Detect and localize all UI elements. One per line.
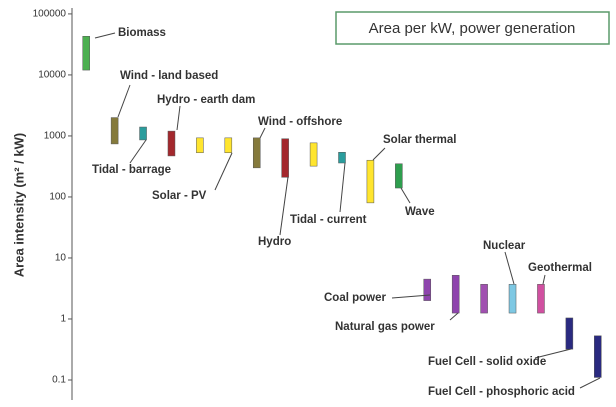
bar — [82, 36, 90, 71]
leader-line — [372, 147, 386, 161]
y-tick-label: 10000 — [38, 70, 66, 81]
bar — [167, 130, 176, 157]
leader-line — [129, 139, 147, 164]
category-label: Wind - offshore — [258, 116, 342, 128]
bar — [281, 138, 289, 178]
bar — [451, 275, 460, 314]
category-label: Coal power — [324, 292, 387, 304]
y-tick-label: 0.1 — [52, 375, 66, 386]
category-label: Natural gas power — [335, 321, 435, 333]
bar — [252, 137, 261, 169]
bar — [139, 126, 147, 141]
leader-line — [214, 152, 233, 191]
category-label: Geothermal — [528, 262, 592, 274]
category-label: Solar thermal — [383, 134, 457, 146]
category-label: Nuclear — [483, 240, 526, 252]
bar — [338, 152, 346, 164]
leader-line — [259, 127, 266, 139]
y-tick-label: 10 — [55, 253, 67, 264]
bar — [395, 163, 403, 189]
category-label: Solar - PV — [152, 190, 207, 202]
category-label: Wind - land based — [120, 70, 218, 82]
leader-line — [534, 348, 572, 359]
category-label: Tidal - barrage — [92, 164, 171, 176]
bar — [565, 317, 574, 350]
bar — [366, 159, 375, 204]
leader-line — [542, 274, 546, 285]
leader-line — [94, 32, 116, 39]
y-tick-label: 1 — [60, 314, 66, 325]
bar — [309, 142, 318, 167]
bar — [594, 335, 602, 378]
title-box — [335, 11, 610, 45]
leader-line — [449, 312, 459, 321]
category-label: Wave — [405, 206, 435, 218]
category-label: Hydro - earth dam — [157, 94, 255, 106]
y-tick-label: 100 — [49, 192, 66, 203]
leader-line — [504, 251, 515, 285]
bar — [423, 278, 432, 301]
category-label: Hydro — [258, 236, 291, 248]
y-axis-label: Area intensity (m² / kW) — [11, 133, 26, 277]
category-label: Fuel Cell - solid oxide — [428, 356, 546, 368]
y-tick-label: 1000 — [44, 131, 67, 142]
leader-line — [176, 105, 181, 131]
chart-title: Area per kW, power generation — [369, 20, 576, 37]
bar — [110, 117, 119, 145]
y-tick-label: 100000 — [33, 9, 67, 20]
category-label: Tidal - current — [290, 214, 367, 226]
bar — [224, 137, 233, 154]
leader-line — [339, 162, 346, 213]
leader-line — [117, 84, 131, 118]
leader-line — [579, 377, 601, 389]
bar — [508, 284, 517, 314]
bar — [480, 284, 488, 314]
leader-line — [400, 187, 411, 204]
leader-line — [391, 294, 431, 299]
bar — [537, 284, 545, 314]
leader-line — [279, 176, 289, 236]
category-label: Biomass — [118, 27, 166, 39]
category-label: Fuel Cell - phosphoric acid — [428, 386, 575, 398]
bar — [196, 137, 204, 154]
